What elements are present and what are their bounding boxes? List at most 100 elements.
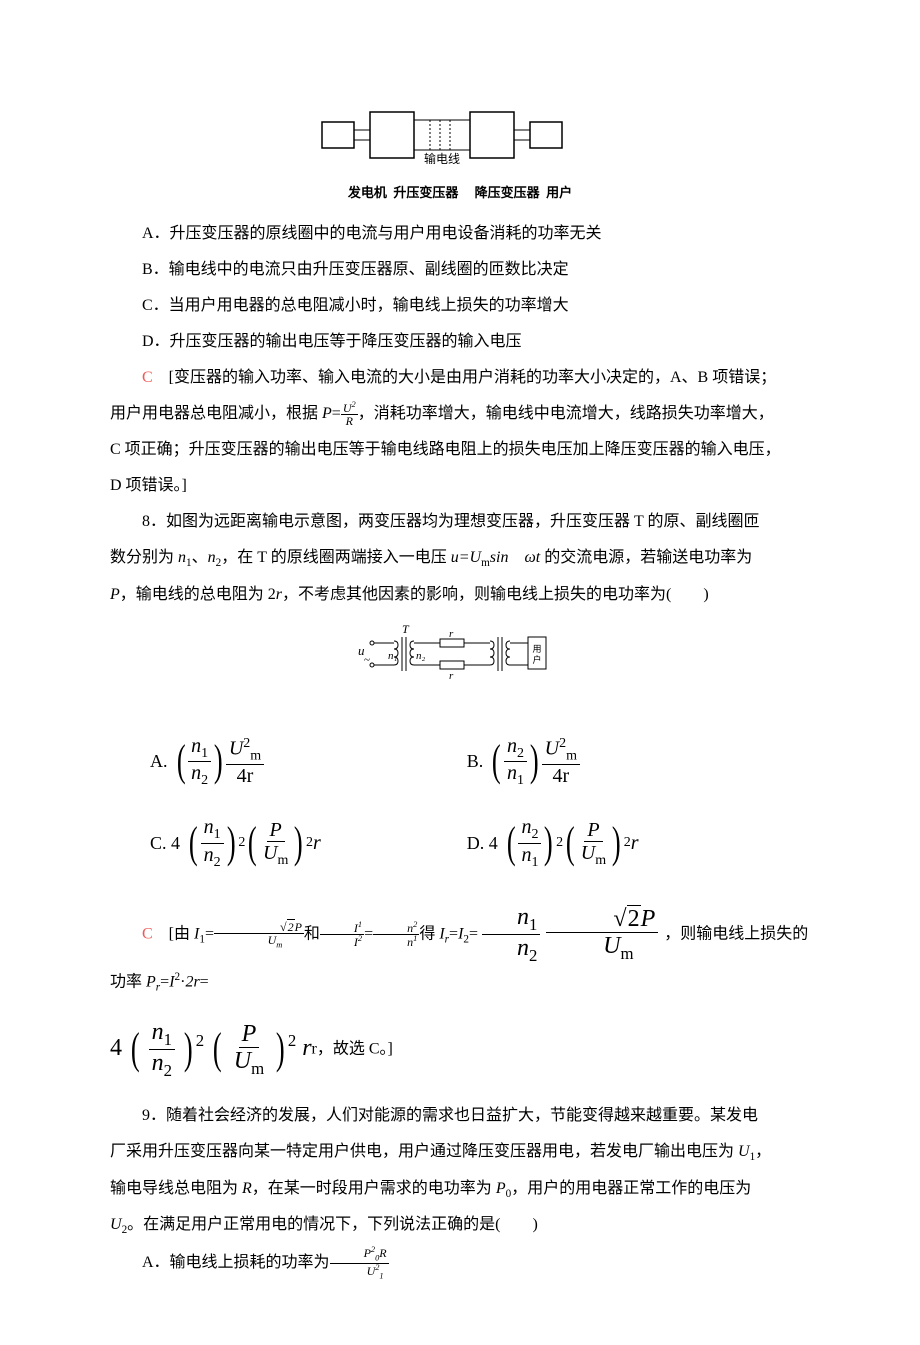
frac-n2n1-b: n2 n1 [504,735,527,789]
r-n2: n [152,1050,164,1076]
r-sq1: 2 [196,1031,204,1050]
a-1: 1 [201,746,208,761]
q9s2a: 厂采用升压变压器向某一特定用户供电，用户通过降压变压器用电，若发电厂输出电压为 [110,1143,738,1160]
d-P: P [587,819,599,841]
q8s3a: P [110,586,120,603]
q8-stem-2: 数分别为 n1、n2，在 T 的原线圈两端接入一电压 u=Umsin ωt 的交… [110,542,810,575]
c-2: 2 [214,855,221,870]
label-user: 用户 [546,185,572,200]
q8-options: A. ( n1 n2 ) U2m 4r B. ( n2 n1 ) U2m 4r … [150,721,810,885]
r-n1: n [152,1019,164,1045]
c-m: m [277,853,288,868]
s-2r: 2r [185,973,199,990]
b-1: 1 [517,773,524,788]
big-ir-formula: n1n2 2PUm [482,920,664,946]
m-n1: n [178,549,186,566]
m-r: R [344,415,355,427]
b-n1: n [507,762,517,784]
frac-n1n2-c: n1 n2 [201,816,224,870]
q9-option-a: A．输电线上损耗的功率为P20RU21 [110,1246,810,1281]
q9-U2: U [110,1216,122,1233]
q8-stem-3: P，输电线的总电阻为 2r，不考虑其他因素的影响，则输电线上损失的电功率为( ) [110,579,810,611]
bf-m: m [620,944,633,963]
label-generator: 发电机 [348,185,387,200]
q8-sol-a: [由 [153,926,194,943]
d2-user: 用 [532,644,541,654]
s-U: U [268,933,277,947]
frac-um4r-a: U2m 4r [226,736,264,787]
q9-stem-1: 9．随着社会经济的发展，人们对能源的需求也日益扩大，节能变得越来越重要。某发电 [110,1100,810,1132]
r-sq2: 2 [288,1031,296,1050]
d-sq1: 2 [556,829,563,857]
d-n1: n [521,844,531,866]
math-p: P [322,405,332,422]
frac-sqrt2pum: 2PUm [214,921,304,950]
r-r: r [302,1035,311,1061]
frac-i1i2: I1I2 [320,921,364,948]
s-P: P [295,920,302,934]
q8-option-a: A. ( n1 n2 ) U2m 4r [150,735,467,789]
q8-answer-key: C [142,926,153,943]
m-u: U [343,401,352,415]
q8-d-label: D. 4 [467,825,498,861]
b-4r: 4r [552,765,569,787]
q9-U1: U [738,1143,750,1160]
m-sin: sin [490,549,509,566]
c-r: r [313,823,321,863]
q8-stem-1: 8．如图为远距离输电示意图，两变压器均为理想变压器，升压变压器 T 的原、副线圈… [110,506,810,538]
answer-key-c: C [142,369,153,386]
svg-text:户: 户 [532,654,541,665]
q7-option-c: C．当用户用电器的总电阻减小时，输电线上损失的功率增大 [110,290,810,322]
b-2: 2 [517,746,524,761]
q8-solution: C [由 I1=2PUm和I1I2=n2n1得 Ir=I2= n1n2 2PUm… [110,904,810,998]
m-m: m [481,557,490,569]
q8-c-label: C. 4 [150,825,180,861]
q8s2a: 数分别为 [110,549,178,566]
c-1: 1 [214,827,221,842]
d2-n2: n₂ [416,650,426,662]
q9-Ps: P [364,1246,371,1260]
d-U: U [581,842,595,864]
r-2: 2 [164,1061,172,1080]
q9s4b: 。在满足用户正常用电的情况下，下列说法正确的是( ) [127,1216,538,1233]
bf-2: 2 [529,946,537,965]
q8-option-d: D. 4 ( n2 n1 )2 ( P Um )2 r [467,816,784,870]
q7-answer-line1: C [变压器的输入功率、输入电流的大小是由用户消耗的功率大小决定的，A、B 项错… [110,362,810,394]
q8-sol-b: 和 [304,926,320,943]
b-m: m [566,749,577,764]
q9-stem-4: U2。在满足用户正常用电的情况下，下列说法正确的是( ) [110,1209,810,1242]
d2-rbot: r [449,670,454,682]
m-useq: u=U [451,549,481,566]
q9-a-text: A．输电线上损耗的功率为 [142,1254,330,1271]
q9-stem-3: 输电导线总电阻为 R，在某一时段用户需求的电功率为 P0，用户的用电器正常工作的… [110,1173,810,1206]
d2-rtop: r [449,628,454,640]
q7-answer-line4: D 项错误。] [110,470,810,502]
c-P: P [270,819,282,841]
transmission-diagram-svg: 输电线 [320,108,600,164]
d2-T: T [402,622,410,636]
q8-option-c: C. 4 ( n1 n2 )2 ( P Um )2 r [150,816,467,870]
a-2: 2 [201,773,208,788]
d-r: r [631,823,639,863]
q8s2d: 的交流电源，若输送电功率为 [540,549,752,566]
r-U: U [234,1048,251,1074]
c-sq1: 2 [238,829,245,857]
c-n: n [204,816,214,838]
d-1: 1 [531,855,538,870]
frac-n1n2-a: n1 n2 [188,735,211,789]
b-U: U [545,738,559,760]
q8s2c: ，在 T 的原线圈两端接入一电压 [221,549,451,566]
q8-solution-result: 4 ( n1n2 )2 ( PUm )2 rr，故选 C。] [110,1019,810,1081]
q7-ans-l2b: ，消耗功率增大，输电线中电流增大，线路损失功率增大， [358,405,774,422]
d2-n1: n₁ [388,650,398,662]
c-U: U [263,842,277,864]
q8-b-label: B. [467,743,484,779]
q8s2b: 、 [192,549,208,566]
c-sq2: 2 [306,829,313,857]
s-sq2: 2 [287,919,295,934]
q9-Us: U [367,1264,376,1278]
frac-um4r-b: U2m 4r [542,736,580,787]
a-4r: 4r [237,765,254,787]
frac-n2n1-d: n2 n1 [518,816,541,870]
bf-1: 1 [529,915,537,934]
